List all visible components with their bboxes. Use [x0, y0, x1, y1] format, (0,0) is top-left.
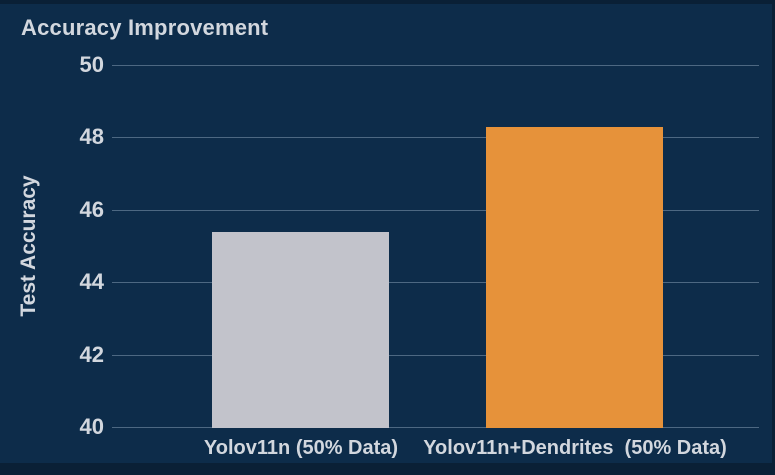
gridline-y48 [112, 137, 759, 138]
chart-title: Accuracy Improvement [21, 15, 269, 40]
bar-yolov11n-dendrites [486, 127, 663, 428]
gridline-y40 [112, 427, 759, 428]
x-tick-label: Yolov11n+Dendrites (50% Data) [423, 437, 727, 459]
y-tick-label: 44 [79, 269, 104, 294]
y-tick-label: 42 [79, 342, 104, 367]
gridline-y44 [112, 282, 759, 283]
bottom-edge-strip [0, 463, 775, 475]
y-tick-label: 46 [79, 197, 104, 222]
y-tick-label: 50 [79, 52, 104, 77]
top-edge-strip [0, 0, 775, 4]
gridline-y42 [112, 355, 759, 356]
y-tick-label: 40 [79, 414, 104, 439]
gridline-y50 [112, 65, 759, 66]
right-edge-strip [772, 0, 775, 475]
gridline-y46 [112, 210, 759, 211]
y-tick-label: 48 [79, 124, 104, 149]
bar-yolov11n [212, 232, 389, 428]
x-tick-label: Yolov11n (50% Data) [203, 437, 399, 459]
